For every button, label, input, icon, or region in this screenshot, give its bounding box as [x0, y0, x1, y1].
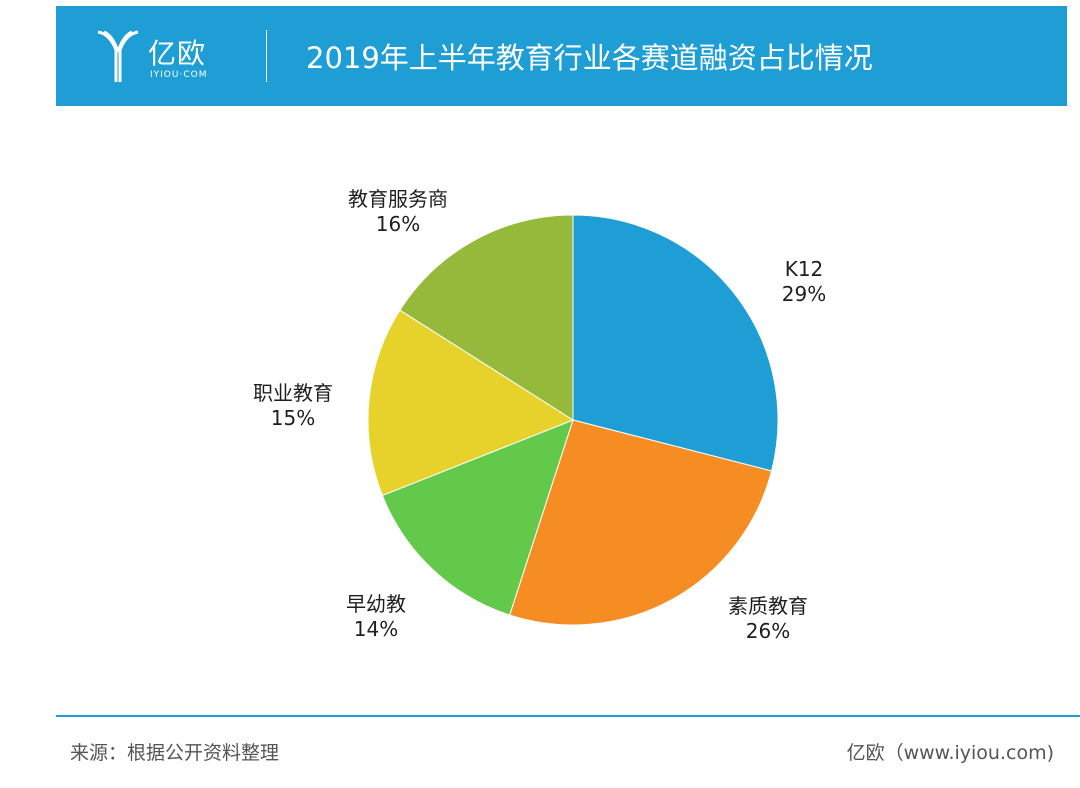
logo-text: 亿欧: [148, 37, 207, 70]
slice-value-label: 16%: [376, 212, 420, 236]
pie-slices: [367, 214, 779, 626]
credit-note: 亿欧（www.iyiou.com): [846, 742, 1054, 764]
page-title: 2019年上半年教育行业各赛道融资占比情况: [306, 41, 873, 75]
pie-slice: [572, 214, 779, 472]
footer-divider: [56, 715, 1080, 717]
slice-label: 素质教育: [728, 594, 808, 618]
pie-slice: [399, 214, 574, 421]
slice-label: K12: [785, 257, 824, 281]
slice-value-label: 26%: [746, 619, 790, 643]
slice-label: 早幼教: [346, 592, 406, 616]
pie-slice: [381, 419, 574, 616]
logo-subtext: IYIOU·COM: [150, 70, 208, 80]
source-note: 来源：根据公开资料整理: [70, 742, 280, 764]
pie-slice: [509, 419, 773, 626]
header-divider: [266, 30, 267, 82]
slice-value-label: 14%: [354, 617, 398, 641]
yiou-logo-icon: [97, 30, 139, 82]
header-banner: 亿欧 IYIOU·COM 2019年上半年教育行业各赛道融资占比情况: [56, 6, 1067, 106]
slice-label: 职业教育: [253, 381, 333, 405]
pie-slice: [367, 309, 575, 497]
slice-value-label: 29%: [782, 282, 826, 306]
slice-value-label: 15%: [271, 406, 315, 430]
slice-label: 教育服务商: [348, 187, 448, 211]
